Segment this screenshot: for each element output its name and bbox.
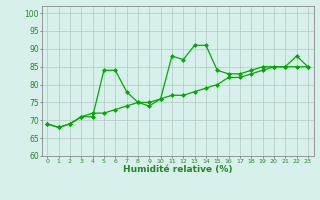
X-axis label: Humidité relative (%): Humidité relative (%) [123,165,232,174]
